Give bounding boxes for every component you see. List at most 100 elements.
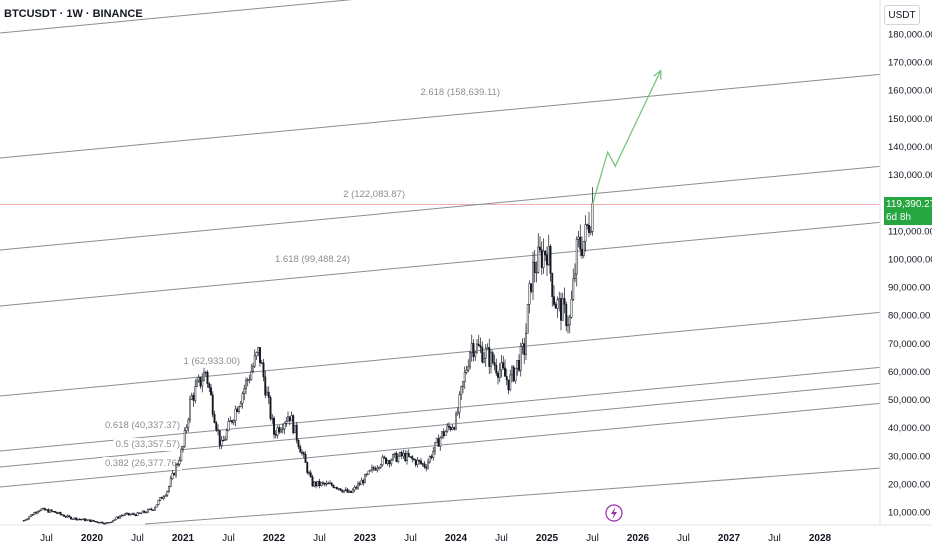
x-tick-label: Jul [131,533,144,544]
fib-channel-line [0,165,881,251]
candle-body [269,397,272,419]
candle-body [127,512,130,516]
candle-body [43,507,46,511]
candle-body [563,298,566,305]
candle-body [588,224,590,234]
candle-body [519,345,522,371]
candle-body [29,514,32,518]
candle-body [190,395,193,400]
candle-body [157,500,160,505]
lightning-icon[interactable] [605,504,623,522]
candle-body [248,379,251,381]
candle-body [126,512,128,515]
y-tick-label: 20,000.00 [888,479,930,490]
candle-body [31,514,34,516]
candle-body [498,369,501,378]
candle-body [572,278,575,300]
candle-body [225,430,228,440]
candle-body [99,521,102,524]
x-tick-label: 2021 [172,533,195,544]
candle-body [350,490,352,493]
candle-body [526,304,529,334]
candle-body [281,428,284,431]
current-price-label: 119,390.27 [886,199,932,210]
candle-body [201,380,204,387]
candle-body [395,452,398,462]
y-tick-label: 30,000.00 [888,451,930,462]
candle-body [414,459,417,465]
candle-body [491,352,494,363]
candle-body [199,376,202,387]
candle-body [458,394,461,413]
candle-body [45,509,48,511]
candle-body [434,442,436,452]
candle-body [316,480,319,487]
candle-body [187,419,190,428]
candle-body [234,408,237,421]
candle-body [173,472,176,476]
current-price-tag: 119,390.27 6d 8h [884,197,932,225]
candle-body [346,489,349,493]
y-tick-label: 40,000.00 [888,423,930,434]
candle-body [427,461,429,469]
candle-body [455,413,457,430]
candle-body [488,347,491,367]
candle-body [246,379,249,381]
fib-channel-line [0,0,353,34]
y-tick-label: 80,000.00 [888,311,930,322]
candle-body [535,272,538,274]
candle-body [407,453,410,457]
candle-body [35,512,37,514]
fib-level-label: 2.618 (158,639.11) [420,87,500,98]
candle-body [66,515,69,518]
candle-body [143,510,146,513]
candle-body [353,486,356,491]
fib-level-label: 0.618 (40,337.37) [105,420,180,431]
candle-body [40,508,43,511]
candle-body [521,343,524,347]
candle-body [208,383,211,388]
candle-body [532,261,534,292]
candle-body [89,519,92,522]
candle-body [252,365,254,372]
candle-body [360,480,363,485]
candle-body [141,510,144,514]
candle-body [558,298,561,301]
candle-body [278,427,281,433]
candle-body [512,366,515,382]
candle-body [465,369,468,373]
candle-body [584,224,587,242]
symbol-title: BTCUSDT · 1W · BINANCE [4,8,143,20]
candle-body [320,482,323,486]
candle-body [166,490,169,496]
candle-body [117,516,120,519]
candle-body [575,239,578,275]
currency-button[interactable]: USDT [884,5,920,25]
candle-body [537,246,540,273]
candle-body [493,362,496,366]
fib-line-0 [144,467,881,525]
candle-body [385,457,387,464]
candle-body [24,519,27,521]
candle-body [287,416,289,422]
candle-body [554,304,557,309]
candle-body [119,515,121,519]
x-tick-label: Jul [768,533,781,544]
candle-body [238,406,240,412]
candle-body [511,366,513,376]
y-tick-label: 100,000.00 [888,254,932,265]
candle-body [129,514,132,516]
candle-body [136,512,139,516]
candle-body [194,386,197,401]
candle-body [213,414,216,423]
candle-body [467,366,470,371]
fib-level-label: 0.382 (26,377.76) [105,458,180,469]
candle-body [477,343,480,346]
candle-body [556,299,559,309]
candle-body [231,420,233,423]
candle-body [393,452,396,455]
candle-body [560,298,562,321]
candle-body [344,489,347,491]
candle-body [245,379,247,389]
